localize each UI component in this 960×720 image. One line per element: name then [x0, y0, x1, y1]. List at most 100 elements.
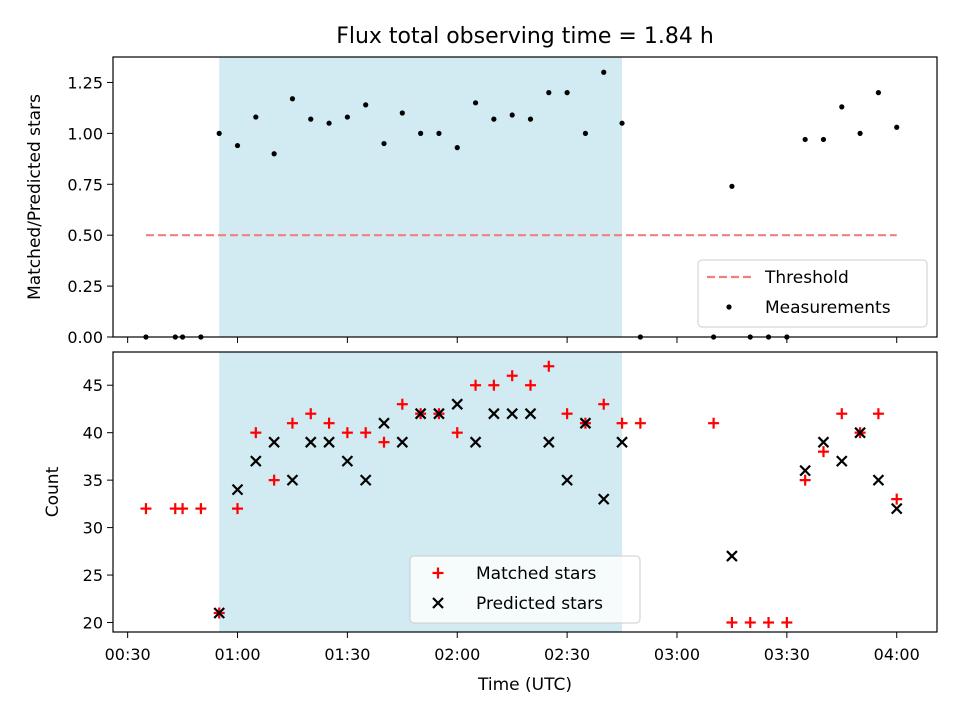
measurement-point [857, 130, 863, 136]
measurement-point [491, 116, 497, 122]
y-tick-label: 0.50 [67, 226, 103, 245]
cross-b [488, 407, 500, 420]
cross-b [543, 436, 555, 448]
cross-b [286, 474, 299, 486]
predicted-star-point [524, 407, 537, 420]
measurement-point [289, 96, 296, 102]
count-panel: 20 25 30 35 40 45 00:30 01:00 01:30 02:00 02:30 03… [43, 351, 938, 695]
matched-star-point [305, 408, 317, 420]
count-y-axis-label: Count [43, 466, 63, 517]
predicted-star-point [616, 436, 628, 448]
measurement-point [527, 116, 534, 122]
predicted-star-point [378, 417, 390, 429]
measurement-point [619, 120, 625, 126]
cross-b [726, 550, 738, 562]
predicted-star-point [488, 407, 500, 420]
matched-star-point [140, 503, 152, 515]
predicted-star-point [323, 436, 335, 448]
y-tick-label: 35 [83, 471, 103, 490]
cross-b [231, 483, 244, 496]
cross-b [433, 407, 445, 420]
matched-star-point [195, 503, 207, 515]
predicted-star-point [213, 607, 225, 619]
cross-b [836, 455, 848, 467]
matched-star-point [323, 417, 335, 429]
matched-legend-swatch [432, 567, 444, 579]
predicted-star-point [854, 426, 866, 439]
y-tick-label: 1.25 [67, 73, 103, 92]
x-tick-label: 00:30 [105, 645, 151, 664]
cross-b [341, 455, 354, 467]
count-marks [140, 360, 903, 629]
legend-threshold-label: Threshold [764, 268, 849, 288]
measurement-point [399, 110, 405, 116]
measurement-point [271, 151, 277, 157]
matched-star-point [268, 474, 280, 486]
cross-b [561, 474, 573, 486]
measurement-point [839, 104, 845, 110]
predicted-star-point [250, 455, 262, 467]
matched-star-point [488, 379, 500, 391]
y-tick-label: 0.00 [67, 328, 103, 347]
predicted-star-point [359, 474, 372, 486]
measurement-point [509, 112, 515, 118]
predicted-star-point [890, 502, 903, 515]
ratio-panel: Flux total observing time = 1.84 h 0.000… [25, 24, 938, 347]
cross-b [414, 407, 427, 420]
predicted-legend-swatch [432, 597, 444, 609]
cross-b [524, 407, 537, 420]
matched-star-point [817, 446, 829, 458]
legend-predicted-label: Predicted stars [476, 594, 603, 614]
measurement-point [820, 136, 827, 143]
x-tick-label: 03:30 [764, 645, 810, 664]
matched-star-point [378, 436, 390, 448]
cross-b [890, 502, 903, 515]
measurement-point [472, 100, 479, 106]
legend-measurements-label: Measurements [765, 298, 891, 318]
predicted-star-point [726, 550, 738, 562]
cross-b [268, 436, 280, 448]
measurement-point [326, 120, 332, 126]
measurement-point [363, 102, 369, 108]
cross-b [432, 597, 444, 609]
matched-star-point [524, 379, 536, 391]
ratio-legend: Threshold Measurements [697, 259, 928, 328]
predicted-star-point [414, 407, 427, 420]
predicted-legend-marker [432, 597, 444, 609]
ratio-legend-box [697, 259, 928, 328]
measurement-point [308, 116, 314, 122]
measurement-point [436, 130, 442, 136]
count-y-ticks: 20 25 30 35 40 45 [83, 376, 113, 633]
matched-star-point [781, 617, 793, 629]
count-axes-frame [112, 351, 938, 633]
matched-star-point [872, 408, 884, 420]
cross-b [378, 417, 390, 429]
measurement-point [564, 90, 570, 96]
matched-star-point [891, 493, 903, 505]
cross-b [451, 398, 464, 410]
matched-star-point [561, 408, 573, 420]
matched-star-point [744, 617, 756, 629]
predicted-star-point [836, 455, 848, 467]
measurement-point [546, 90, 552, 96]
predicted-star-point [506, 407, 518, 420]
x-axis-label: Time (UTC) [477, 675, 572, 695]
matched-star-point [799, 474, 811, 486]
x-tick-label: 02:00 [434, 645, 480, 664]
predicted-star-point [817, 436, 830, 448]
matched-star-point [726, 617, 738, 629]
predicted-star-point [597, 493, 610, 505]
matched-star-point [598, 398, 610, 410]
cross-b [597, 493, 610, 505]
matched-star-point [543, 360, 555, 372]
cross-b [506, 407, 518, 420]
measurement-point [234, 142, 241, 149]
legend-matched-label: Matched stars [476, 564, 596, 584]
matched-star-point [341, 427, 353, 439]
x-tick-label: 01:00 [214, 645, 260, 664]
x-tick-label: 01:30 [324, 645, 370, 664]
measurement-point [216, 130, 222, 136]
y-tick-label: 30 [83, 519, 103, 538]
cross-b [359, 474, 372, 486]
